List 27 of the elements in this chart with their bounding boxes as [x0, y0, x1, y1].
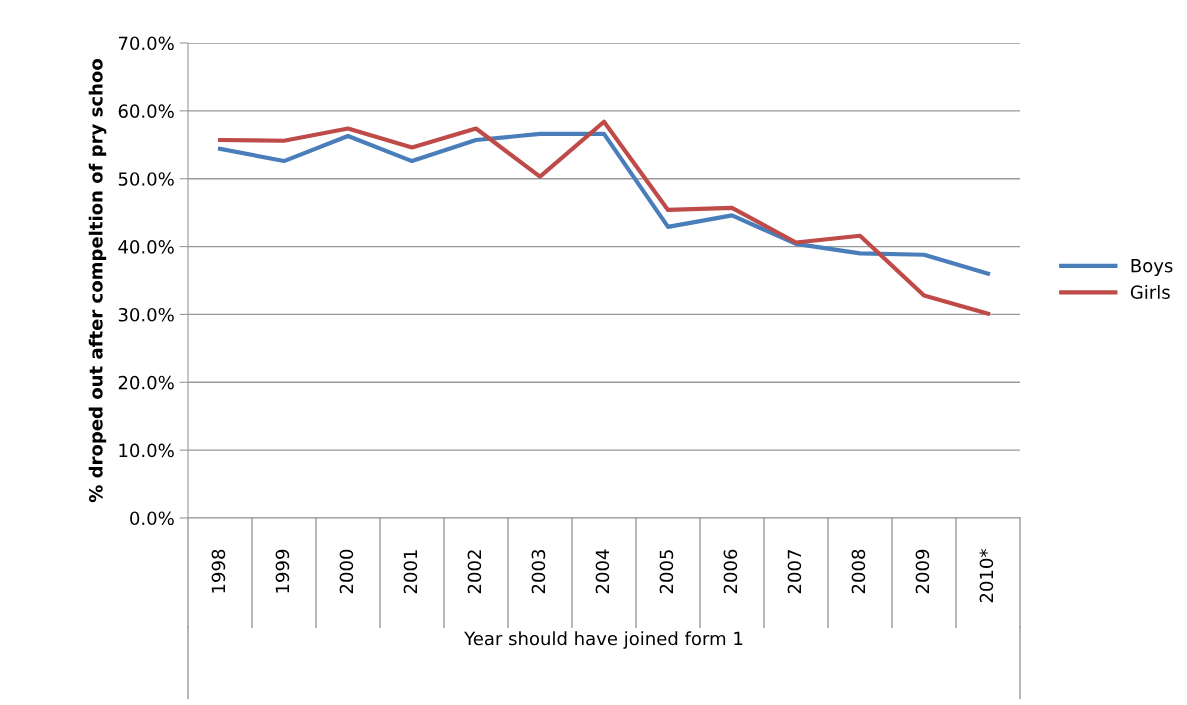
- x-tick-label: 2007: [787, 550, 802, 594]
- y-tick-label: 50.0%: [118, 172, 174, 186]
- x-tick-label: 2002: [467, 550, 482, 594]
- x-tick-label: 2006: [723, 549, 738, 594]
- line-series: [217, 131, 991, 276]
- legend-label: Boys: [1131, 259, 1173, 276]
- x-tick-label: 1998: [211, 549, 226, 593]
- x-tick-label: 2001: [403, 550, 418, 594]
- x-axis-title: Year should have joined form 1: [464, 631, 743, 649]
- y-tick-label: 0.0%: [130, 511, 174, 526]
- x-tick-label: 2010*: [979, 549, 994, 603]
- y-tick-label: 60.0%: [118, 104, 174, 118]
- x-tick-label: 2003: [531, 550, 546, 594]
- y-tick-label: 30.0%: [118, 307, 174, 322]
- legend-label: Girls: [1130, 285, 1170, 299]
- y-tick-label: 20.0%: [118, 375, 174, 390]
- x-tick-label: 2000: [339, 549, 354, 594]
- x-tick-label: 2004: [595, 549, 610, 594]
- x-tick-label: 2009: [915, 549, 930, 594]
- y-tick-label: 70.0%: [118, 36, 174, 51]
- y-axis-title: % droped out after compeltion of pry schoo: [88, 59, 107, 503]
- x-tick-label: 2005: [659, 550, 674, 594]
- line-series: [217, 119, 991, 316]
- x-tick-label: 1999: [275, 549, 290, 593]
- x-tick-label: 2008: [851, 549, 866, 594]
- y-tick-label: 40.0%: [118, 240, 174, 254]
- y-tick-label: 10.0%: [119, 443, 174, 458]
